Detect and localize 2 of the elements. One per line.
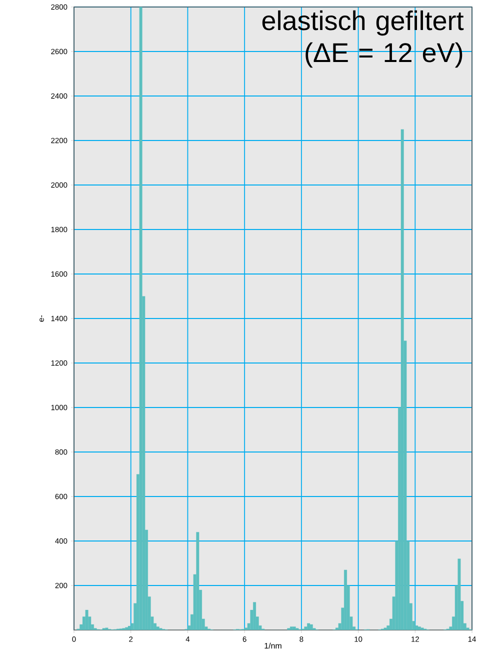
y-axis-title: e- [40, 315, 44, 322]
x-axis-title: 1/nm [264, 642, 282, 649]
